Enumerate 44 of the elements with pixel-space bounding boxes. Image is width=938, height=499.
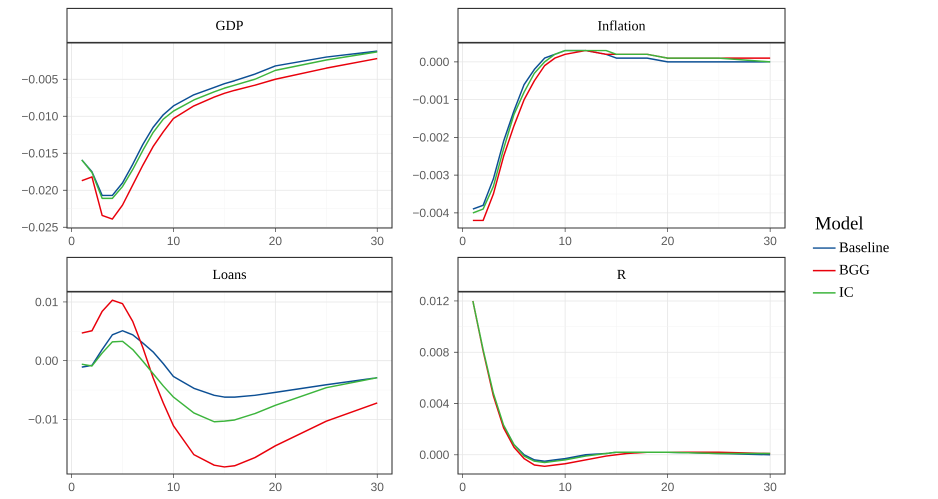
x-tick-label: 0 (68, 236, 74, 246)
y-tick-label: −0.005 (22, 75, 58, 84)
y-tick-label: 0.004 (420, 399, 449, 408)
y-tick-label: −0.010 (22, 112, 58, 120)
x-tick-label: 20 (662, 482, 674, 492)
x-tick-label: 20 (662, 236, 674, 246)
y-tick-label: 0.00 (35, 356, 58, 365)
legend-label: Baseline (839, 242, 889, 252)
y-tick-label: −0.001 (412, 95, 449, 104)
x-tick-label: 0 (460, 482, 466, 492)
x-tick-label: 10 (559, 482, 572, 492)
y-tick-label: −0.003 (412, 170, 449, 180)
y-tick-label: −0.002 (412, 133, 449, 142)
chart-title: R (617, 270, 626, 280)
x-tick-label: 0 (68, 482, 74, 492)
x-tick-label: 20 (269, 482, 282, 492)
y-tick-label: −0.01 (28, 415, 58, 424)
x-tick-label: 10 (559, 236, 572, 246)
x-tick-label: 10 (168, 482, 180, 492)
y-tick-label: 0.008 (420, 348, 449, 356)
chart-title: Inflation (598, 20, 646, 30)
y-tick-label: −0.015 (22, 149, 58, 158)
line-series (81, 340, 378, 422)
y-tick-label: 0.000 (420, 58, 449, 66)
chart-title: Loans (212, 270, 246, 280)
chart-title: GDP (216, 20, 243, 30)
line-series (81, 330, 378, 398)
y-tick-label: 0.01 (35, 298, 58, 306)
y-tick-label: −0.020 (22, 186, 58, 194)
legend-label: BGG (839, 264, 870, 275)
y-tick-label: 0.000 (420, 450, 449, 460)
line-series (81, 299, 378, 468)
x-tick-label: 0 (460, 236, 466, 246)
x-tick-label: 30 (764, 482, 776, 492)
x-tick-label: 20 (269, 236, 282, 246)
y-tick-label: −0.025 (22, 223, 58, 232)
y-tick-label: −0.004 (412, 208, 449, 218)
x-tick-label: 10 (168, 236, 180, 246)
legend-label: IC (839, 287, 853, 297)
legend-title: Model (816, 216, 864, 230)
y-tick-label: 0.012 (420, 296, 449, 306)
x-tick-label: 30 (764, 236, 776, 246)
x-tick-label: 30 (371, 482, 384, 492)
x-tick-label: 30 (371, 236, 384, 246)
